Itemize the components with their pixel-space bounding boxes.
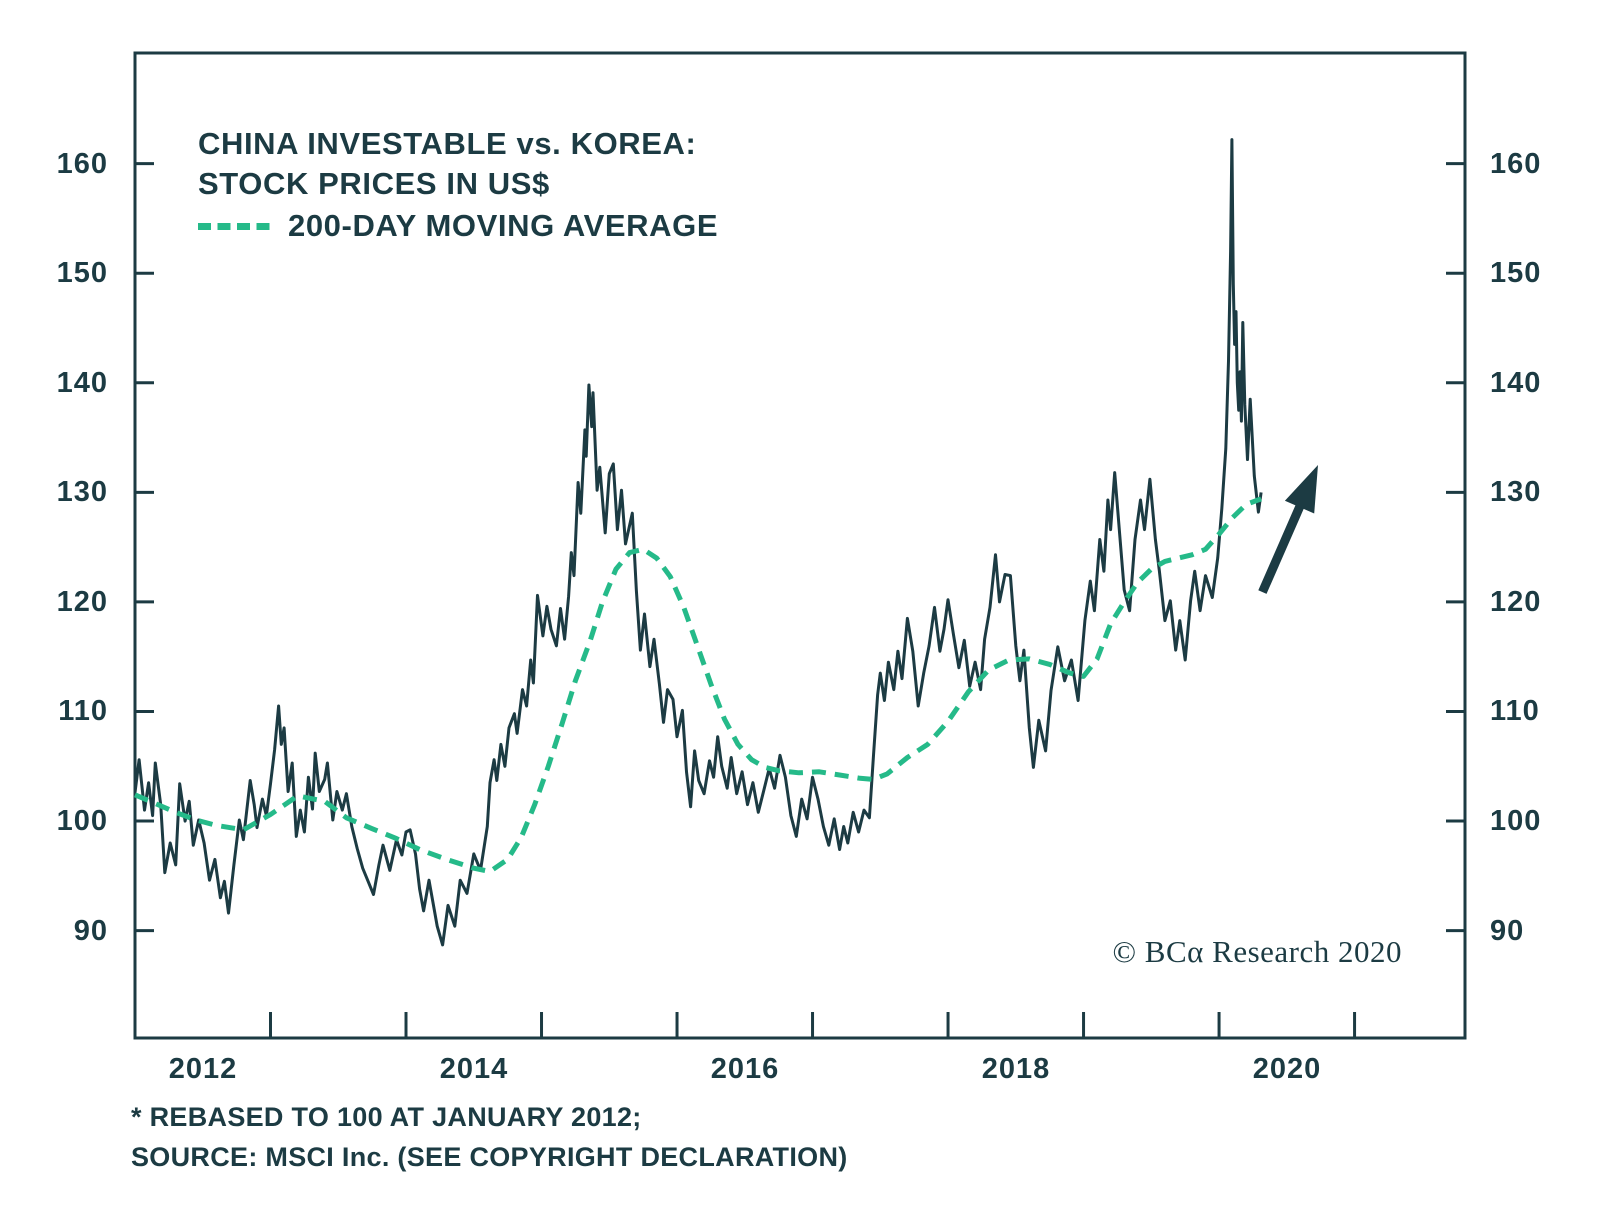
watermark: © BCα Research 2020: [1112, 934, 1402, 969]
y-axis-label-right: 160: [1490, 148, 1542, 180]
footnote-rebased: * REBASED TO 100 AT JANUARY 2012;: [131, 1102, 642, 1132]
x-axis-label: 2020: [1252, 1053, 1322, 1085]
y-axis-label-right: 130: [1490, 476, 1542, 508]
y-axis-label-right: 120: [1490, 586, 1542, 618]
legend-label: 200-DAY MOVING AVERAGE: [288, 208, 719, 243]
x-axis-label: 2012: [168, 1053, 238, 1085]
y-axis-label-left: 160: [56, 148, 108, 180]
y-axis-label-left: 110: [58, 695, 108, 727]
x-axis-label: 2014: [439, 1053, 509, 1085]
y-axis-label-right: 110: [1490, 695, 1540, 727]
x-axis-label: 2016: [710, 1053, 780, 1085]
y-axis-label-right: 140: [1490, 367, 1542, 399]
x-axis-label: 2018: [981, 1053, 1051, 1085]
legend-row: 200-DAY MOVING AVERAGE: [198, 206, 718, 246]
y-axis-label-left: 100: [56, 805, 108, 837]
moving-average-line: [134, 496, 1262, 874]
chart-title-line-1: CHINA INVESTABLE vs. KOREA:: [198, 126, 697, 161]
plot-frame: [133, 51, 1467, 1040]
y-axis-label-left: 120: [56, 586, 108, 618]
y-axis-label-right: 90: [1490, 915, 1525, 947]
y-axis-label-right: 100: [1490, 805, 1542, 837]
y-axis-label-left: 150: [56, 257, 108, 289]
price-line-series: [133, 138, 1263, 947]
trend-arrow-shaft: [1258, 499, 1307, 594]
chart-title-line-2: STOCK PRICES IN US$: [198, 166, 550, 201]
chart-title-block: CHINA INVESTABLE vs. KOREA: STOCK PRICES…: [198, 124, 718, 246]
y-axis-label-left: 140: [56, 367, 108, 399]
y-axis-label-left: 130: [56, 476, 108, 508]
y-axis-label-left: 90: [73, 915, 108, 947]
trend-arrow-head-icon: [1284, 465, 1318, 514]
footnote-source: SOURCE: MSCI Inc. (SEE COPYRIGHT DECLARA…: [131, 1142, 848, 1172]
dashed-line-legend-swatch-icon: [198, 222, 270, 230]
y-axis-label-right: 150: [1490, 257, 1542, 289]
